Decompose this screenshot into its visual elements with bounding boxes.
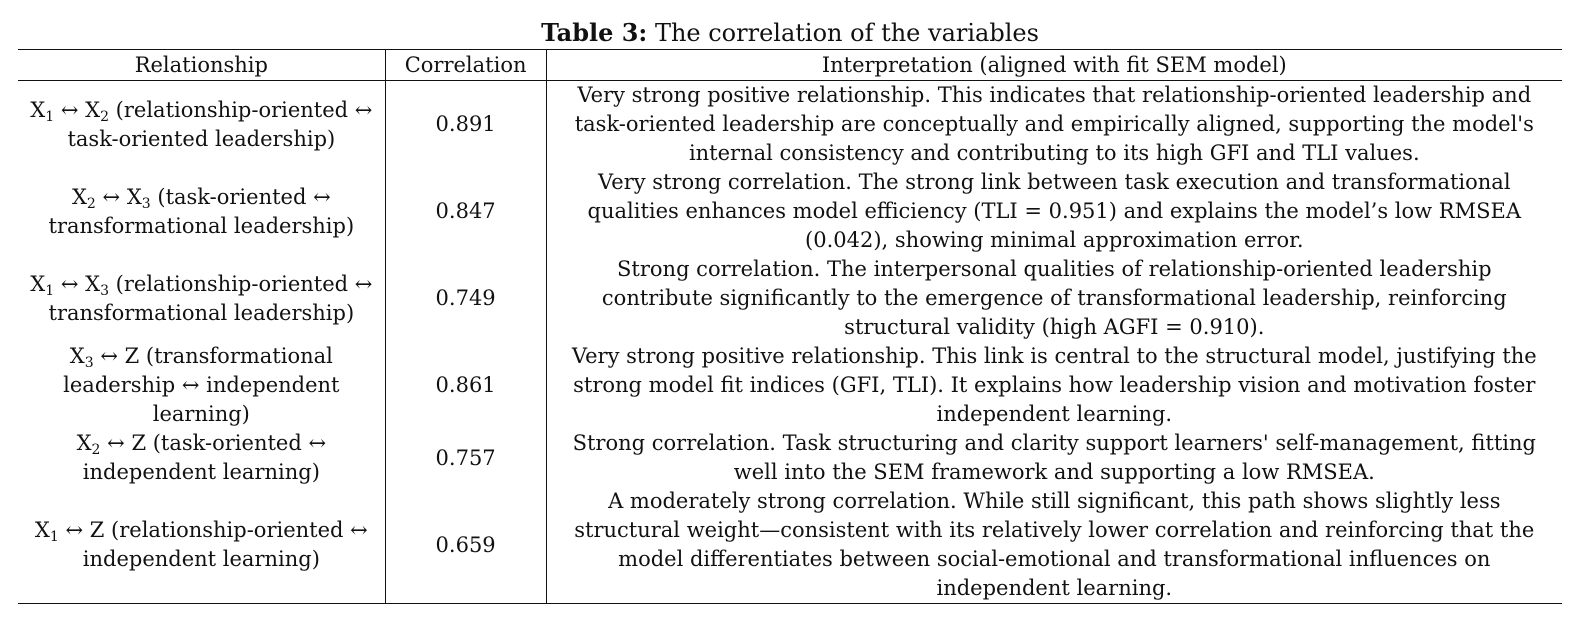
var-b: Z	[89, 518, 105, 542]
var-b: Z	[131, 431, 147, 455]
var-b: X	[85, 97, 101, 122]
header-relationship: Relationship	[134, 52, 268, 77]
var-a-sub: 3	[84, 355, 94, 371]
correlation-table: Relationship Correlation Interpretation …	[18, 49, 1562, 604]
interpretation-text: Very strong correlation. The strong link…	[545, 168, 1562, 255]
relationship-description: (transformational leadership ↔ independe…	[63, 344, 340, 426]
var-b-sub: 3	[141, 195, 151, 212]
arrow: ↔	[60, 271, 79, 296]
arrow: ↔	[60, 97, 79, 122]
relationship-cell: X1 ↔ X3 (relationship-oriented ↔ transfo…	[18, 255, 385, 342]
table-row: X1 ↔ X2 (relationship-oriented ↔ task-or…	[18, 80, 1562, 169]
var-b-sub: 2	[100, 108, 109, 125]
table-caption-label: Table 3:	[541, 18, 648, 47]
table-caption-text: The correlation of the variables	[654, 19, 1039, 47]
relationship-description: (relationship-oriented ↔ independent lea…	[82, 518, 368, 571]
relationship-cell: X2 ↔ Z (task-oriented ↔ independent lear…	[18, 429, 385, 487]
var-a-sub: 1	[45, 108, 55, 125]
table-row: X3 ↔ Z (transformational leadership ↔ in…	[18, 342, 1562, 429]
table-row: X1 ↔ X3 (relationship-oriented ↔ transfo…	[18, 255, 1562, 342]
interpretation-text: Strong correlation. The interpersonal qu…	[545, 255, 1562, 342]
relationship-description: (relationship-oriented ↔ transformationa…	[48, 271, 373, 325]
header-correlation: Correlation	[384, 49, 547, 81]
relationship-description: (relationship-oriented ↔ task-oriented l…	[67, 97, 373, 151]
var-a: X	[76, 431, 92, 455]
table-row: X2 ↔ X3 (task-oriented ↔ transformationa…	[18, 168, 1562, 255]
interpretation-text: A moderately strong correlation. While s…	[545, 487, 1562, 604]
relationship-description: (task-oriented ↔ transformational leader…	[48, 184, 355, 238]
correlation-value: 0.847	[384, 168, 547, 255]
var-a-sub: 2	[86, 195, 96, 212]
relationship-cell: X1 ↔ X2 (relationship-oriented ↔ task-or…	[18, 81, 385, 169]
correlation-value: 0.659	[384, 487, 547, 604]
interpretation-text: Very strong positive relationship. This …	[545, 80, 1562, 168]
var-b: Z	[124, 344, 140, 368]
relationship-cell: X3 ↔ Z (transformational leadership ↔ in…	[18, 342, 385, 429]
var-b-sub: 3	[100, 282, 109, 299]
var-a-sub: 1	[45, 282, 55, 299]
var-a: X	[30, 271, 46, 296]
table-row: X1 ↔ Z (relationship-oriented ↔ independ…	[18, 487, 1562, 604]
interpretation-text: Very strong positive relationship. This …	[545, 342, 1562, 429]
var-b: X	[126, 184, 142, 209]
arrow: ↔	[65, 518, 84, 542]
var-b: X	[85, 271, 101, 296]
arrow: ↔	[107, 431, 125, 455]
interpretation-text: Strong correlation. Task structuring and…	[545, 429, 1562, 487]
var-a-sub: 2	[91, 442, 101, 458]
relationship-cell: X1 ↔ Z (relationship-oriented ↔ independ…	[18, 487, 385, 604]
table-caption: Table 3: The correlation of the variable…	[0, 18, 1580, 48]
arrow: ↔	[102, 184, 121, 209]
correlation-value: 0.749	[384, 255, 547, 342]
relationship-cell: X2 ↔ X3 (task-oriented ↔ transformationa…	[18, 168, 385, 255]
arrow: ↔	[100, 344, 118, 368]
var-a: X	[69, 344, 85, 368]
relationship-description: (task-oriented ↔ independent learning)	[82, 431, 327, 484]
table-row: X2 ↔ Z (task-oriented ↔ independent lear…	[18, 429, 1562, 487]
correlation-value: 0.757	[384, 429, 547, 487]
correlation-value: 0.861	[384, 342, 547, 429]
var-a: X	[71, 184, 87, 209]
var-a-sub: 1	[49, 529, 59, 545]
header-interpretation: Interpretation (aligned with fit SEM mod…	[545, 49, 1562, 81]
var-a: X	[34, 518, 50, 542]
correlation-value: 0.891	[384, 80, 547, 168]
var-a: X	[30, 97, 46, 122]
header-row: Relationship Correlation Interpretation …	[18, 49, 1562, 81]
